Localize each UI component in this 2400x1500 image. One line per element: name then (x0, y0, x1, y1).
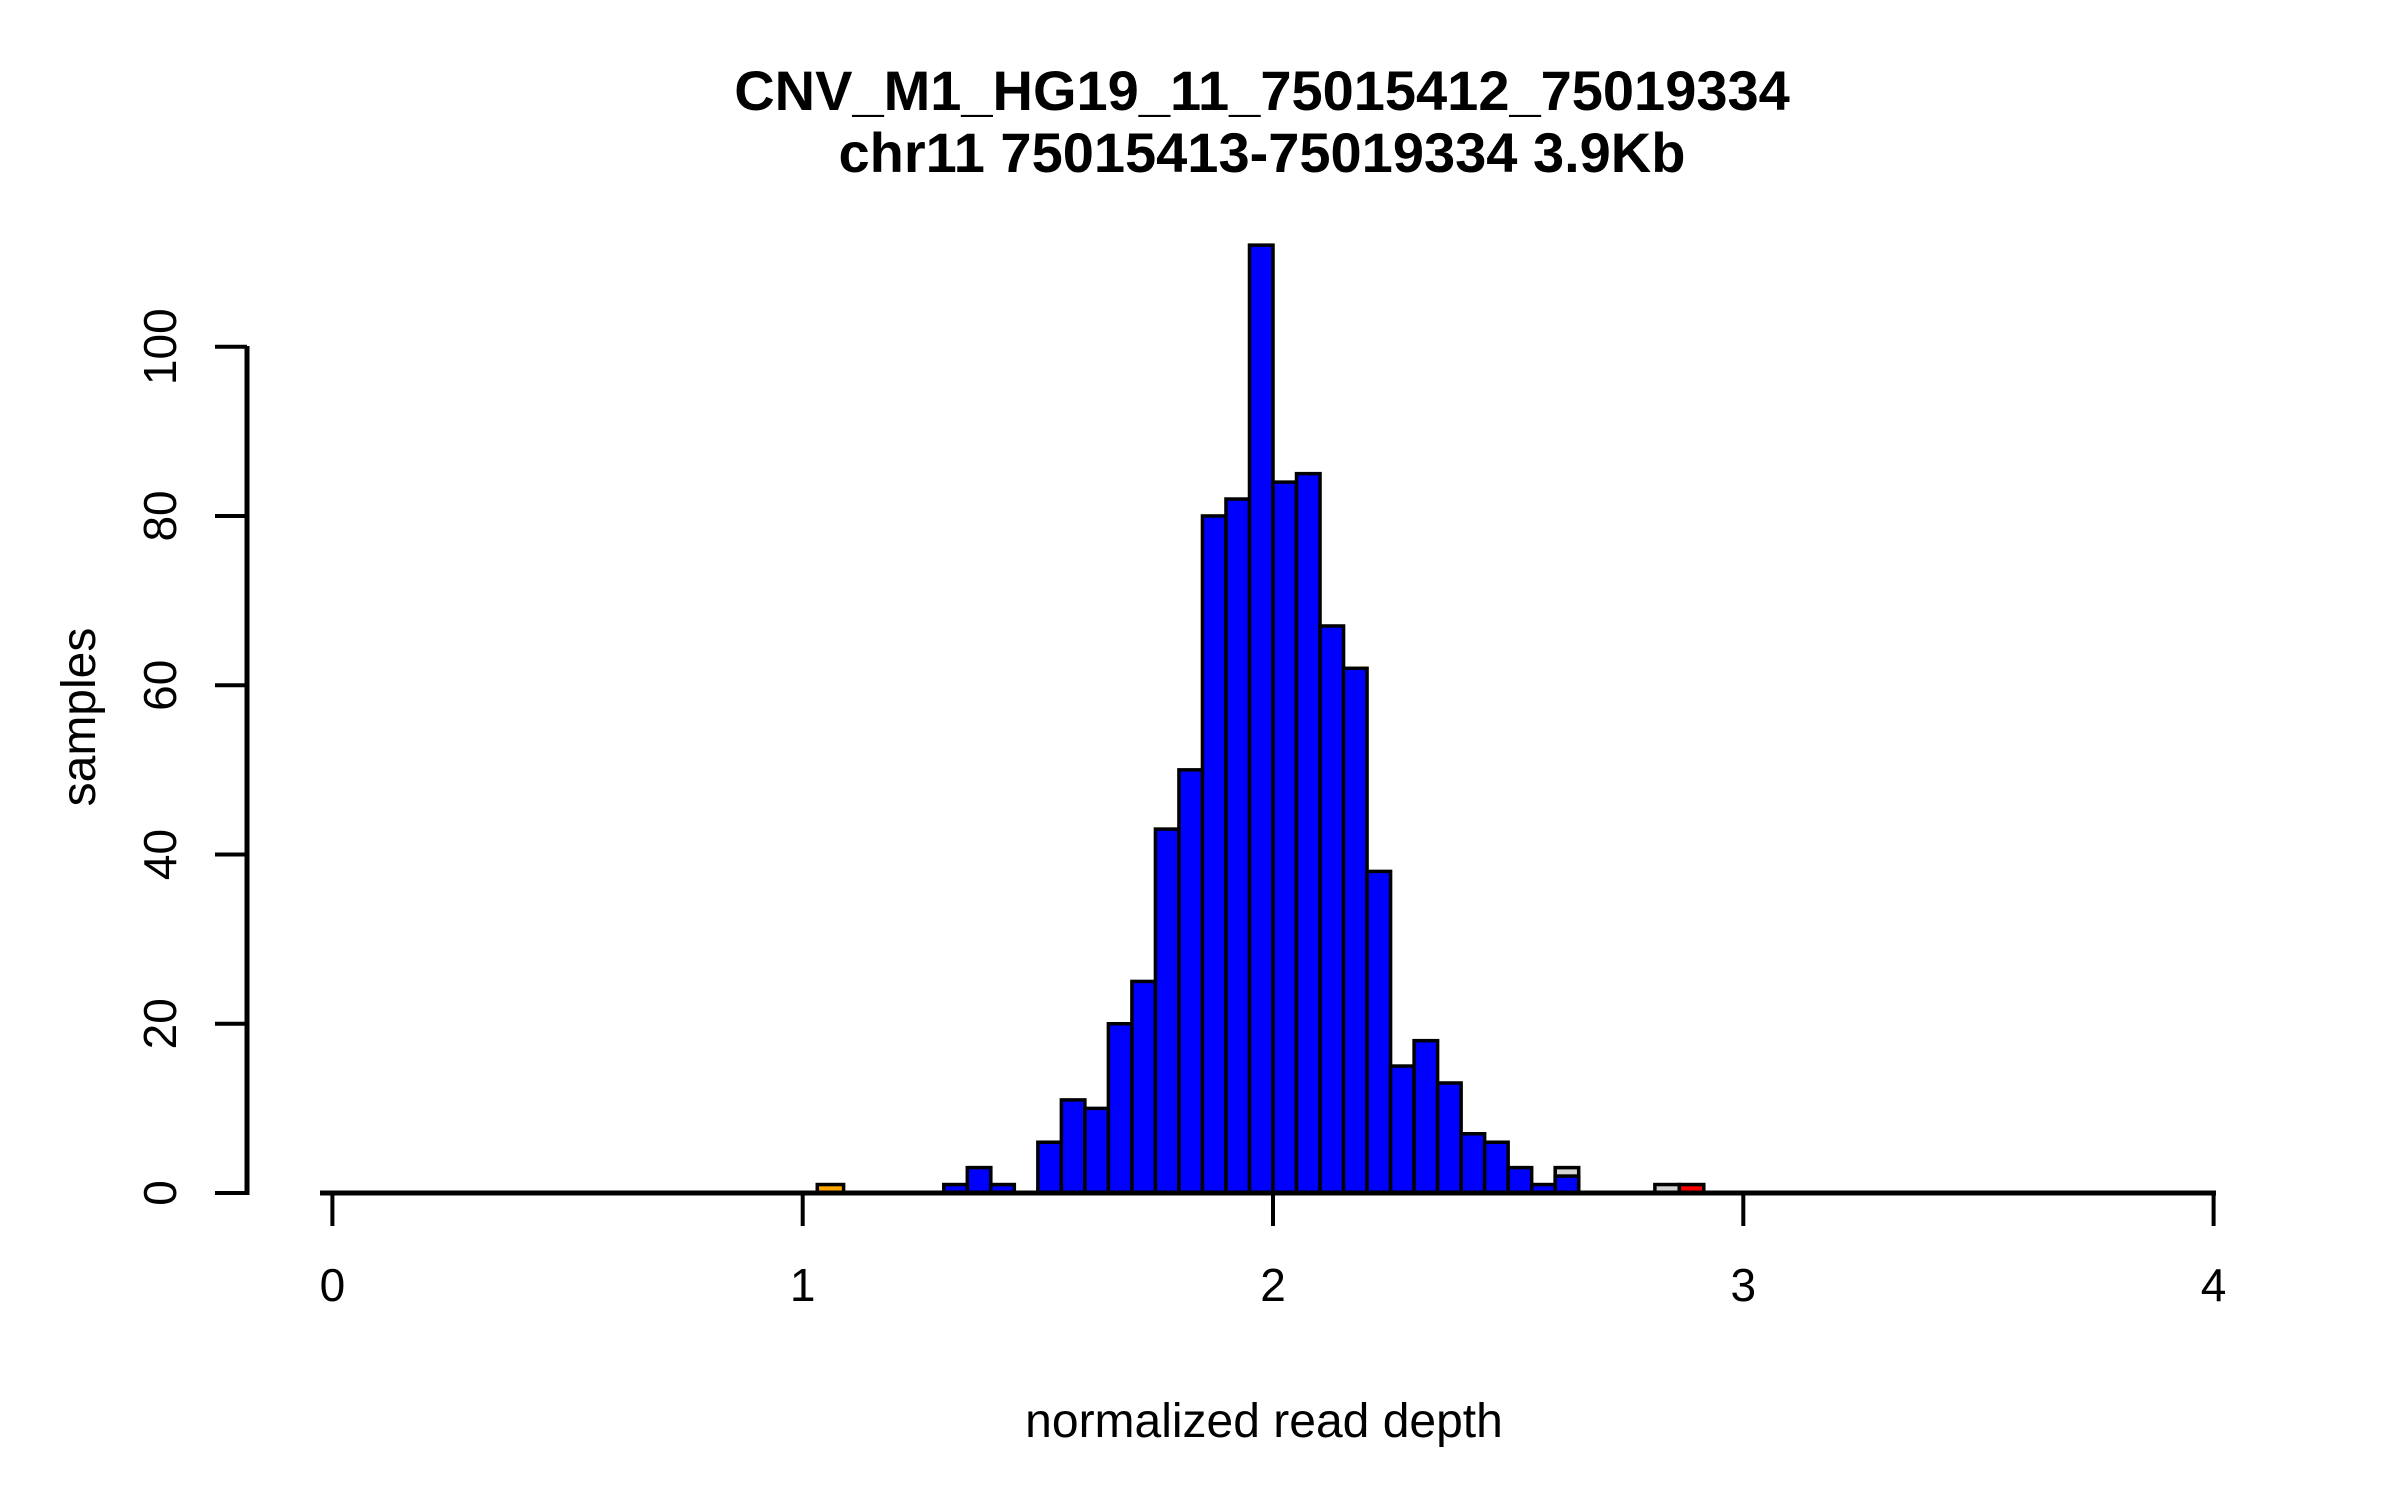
histogram-bar (1130, 979, 1158, 1195)
x-tick-label: 2 (1260, 1259, 1286, 1311)
histogram-bar (1271, 480, 1299, 1195)
histogram-bar (1294, 471, 1322, 1195)
histogram-bar (1506, 1165, 1534, 1195)
histogram-bar (1224, 497, 1252, 1195)
histogram-bar (1435, 1081, 1463, 1195)
y-axis-label: samples (53, 628, 106, 807)
histogram-bar (1553, 1174, 1581, 1195)
histogram-bar (1318, 624, 1346, 1195)
x-axis-label: normalized read depth (1025, 1395, 1503, 1448)
x-tick-label: 0 (320, 1259, 346, 1311)
histogram-bar (1388, 1064, 1416, 1195)
histogram-bars-foreground (815, 243, 1706, 1195)
x-tick-label: 4 (2201, 1259, 2227, 1311)
histogram-bar (1083, 1106, 1111, 1195)
histogram-bar (965, 1165, 993, 1195)
histogram-bar (1200, 514, 1228, 1195)
histogram-bar (1036, 1140, 1064, 1195)
y-tick-label: 100 (134, 308, 186, 385)
histogram-bar (1177, 768, 1205, 1195)
histogram-bar (1412, 1038, 1440, 1195)
histogram-bar (1365, 869, 1393, 1195)
y-tick-label: 20 (134, 998, 186, 1049)
x-tick-label: 1 (790, 1259, 816, 1311)
histogram-bar (1106, 1021, 1134, 1195)
y-tick-label: 80 (134, 490, 186, 541)
y-tick-label: 0 (134, 1180, 186, 1206)
axes (244, 346, 2216, 1196)
x-tick-label: 3 (1731, 1259, 1757, 1311)
y-tick-label: 40 (134, 829, 186, 880)
chart-title: CNV_M1_HG19_11_75015412_75019334 (734, 59, 1790, 122)
histogram-bar (1247, 243, 1275, 1195)
chart-subtitle: chr11 75015413-75019334 3.9Kb (839, 121, 1686, 184)
histogram-bar (1341, 666, 1369, 1195)
histogram-bar (1459, 1132, 1487, 1195)
histogram-bar (1059, 1098, 1087, 1195)
histogram-bar (1153, 827, 1181, 1195)
y-tick-label: 60 (134, 660, 186, 711)
histogram-bar (1482, 1140, 1510, 1195)
